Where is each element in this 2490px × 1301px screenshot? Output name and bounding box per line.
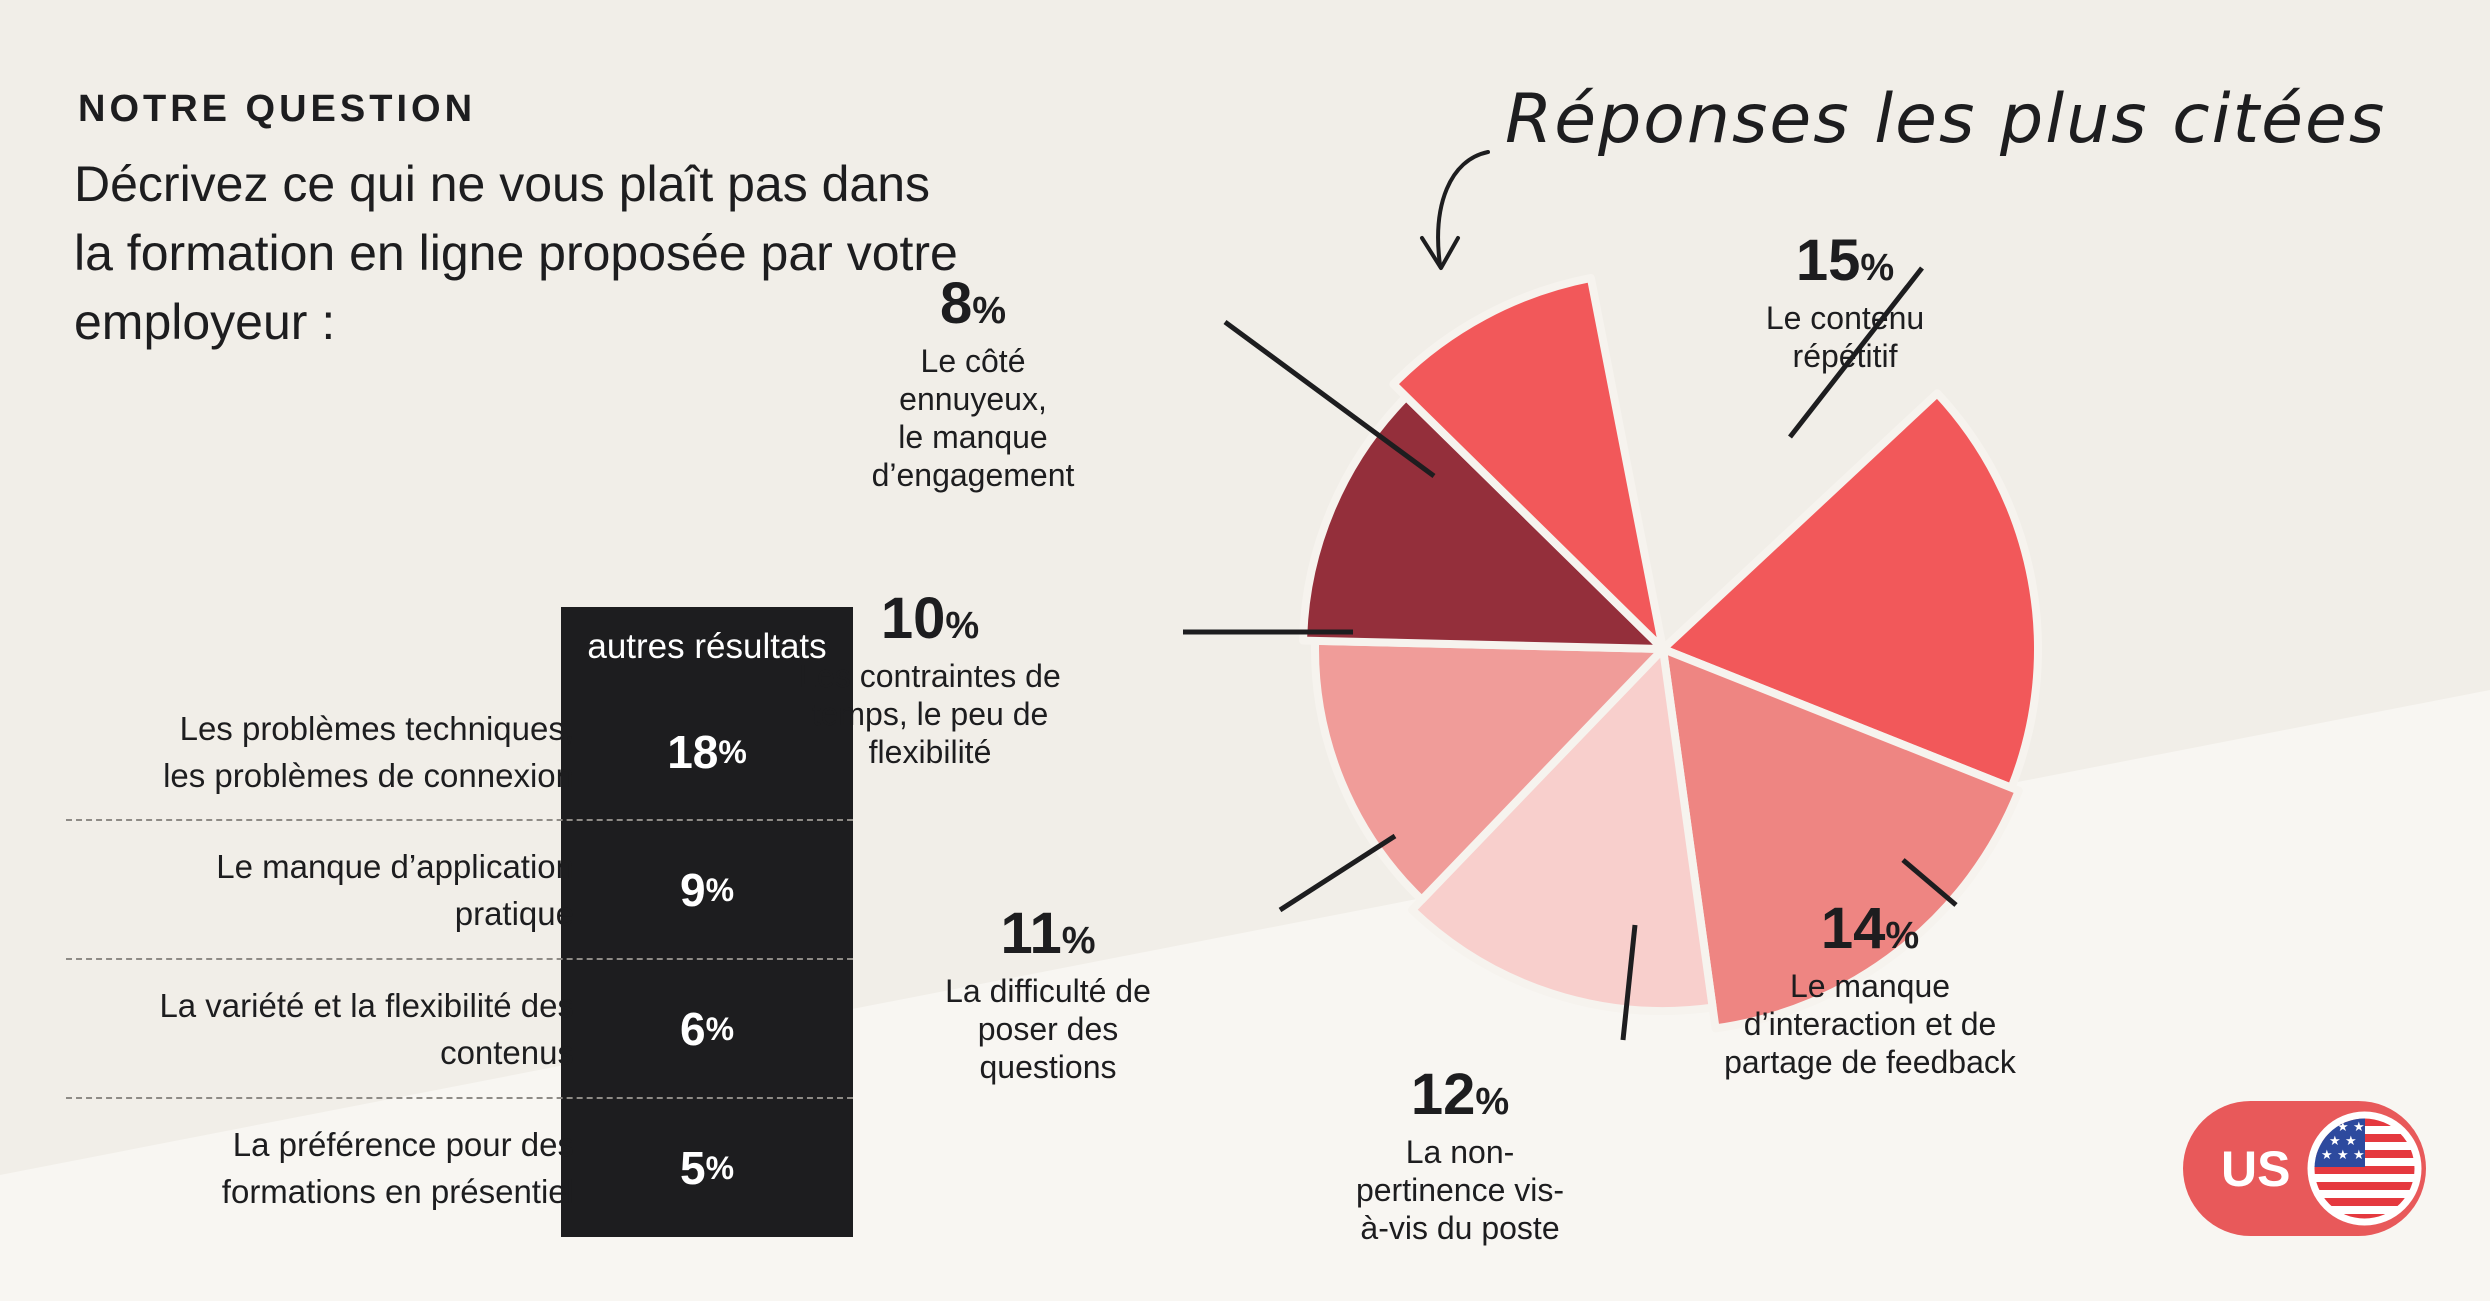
row-value: 9% — [679, 864, 735, 916]
pie-slice — [1659, 389, 2042, 792]
svg-text:★: ★ — [2353, 1148, 2365, 1163]
leader-line — [1788, 266, 1924, 439]
slice-label: Le manque d’interaction et de partage de… — [1724, 968, 2016, 1080]
us-flag-icon: ★★★ ★★ ★★★ — [2307, 1111, 2422, 1226]
row-label: La préférence pour des formations en pré… — [221, 1126, 574, 1210]
row-divider — [66, 819, 853, 821]
pie-slice — [1299, 392, 1667, 653]
slice-value: 10% — [760, 588, 1100, 657]
question-text: Décrivez ce qui ne vous plaît pas dans l… — [74, 156, 958, 350]
section-kicker: NOTRE QUESTION — [78, 88, 477, 130]
slice-value-unit: % — [972, 290, 1007, 332]
country-badge[interactable]: US ★★★ ★★ ★★★ — [2183, 1101, 2426, 1236]
row-label: Les problèmes techniques, les problèmes … — [163, 710, 574, 794]
table-row: La préférence pour des formations en pré… — [66, 1099, 853, 1237]
slice-callout: 14% Le manque d’interaction et de partage… — [1700, 898, 2040, 1081]
leader-line — [1278, 833, 1397, 913]
slice-value-number: 12 — [1410, 1062, 1476, 1127]
slice-value-unit: % — [1885, 915, 1920, 957]
svg-text:★: ★ — [2329, 1134, 2341, 1149]
row-divider — [66, 1097, 853, 1099]
row-value: 18% — [667, 726, 747, 778]
slice-label: La difficulté de poser des questions — [945, 973, 1151, 1085]
results-header: autres résultats — [587, 627, 827, 666]
slice-value: 15% — [1675, 230, 2015, 299]
row-label: Le manque d’application pratique — [216, 848, 574, 932]
table-row: Le manque d’application pratique 9% — [66, 821, 853, 959]
slice-value-number: 10 — [880, 586, 946, 651]
slice-value: 14% — [1700, 898, 2040, 967]
row-label: La variété et la flexibilité des contenu… — [159, 987, 574, 1071]
table-row: Les problèmes techniques, les problèmes … — [66, 683, 853, 821]
svg-text:★: ★ — [2337, 1148, 2349, 1163]
results-column — [561, 607, 853, 1237]
slice-value-unit: % — [945, 605, 980, 647]
slice-value-unit: % — [1860, 247, 1895, 289]
curved-arrow-icon — [1420, 150, 1490, 270]
leader-line — [1223, 319, 1436, 479]
slice-value: 8% — [803, 273, 1143, 342]
row-value: 6% — [679, 1003, 735, 1055]
slice-value-number: 8 — [939, 271, 973, 336]
slice-label: La non- pertinence vis- à-vis du poste — [1355, 1134, 1565, 1246]
row-value: 5% — [679, 1142, 735, 1194]
slice-callout: 15% Le contenu répétitif — [1675, 230, 2015, 375]
leader-line — [1620, 924, 1638, 1041]
svg-text:★: ★ — [2321, 1148, 2333, 1163]
table-row: La variété et la flexibilité des contenu… — [66, 960, 853, 1098]
pie-slice — [1389, 273, 1667, 653]
leader-line — [1901, 858, 1958, 907]
slice-value: 12% — [1290, 1064, 1630, 1133]
slice-value-number: 14 — [1820, 896, 1886, 961]
slice-label: Les contraintes de temps, le peu de flex… — [799, 658, 1061, 770]
svg-text:★: ★ — [2345, 1134, 2357, 1149]
slice-value-number: 11 — [1000, 901, 1062, 966]
slice-callout: 8% Le côté ennuyeux, le manque d’engageme… — [803, 273, 1143, 494]
slice-callout: 11% La difficulté de poser des questions — [878, 903, 1218, 1086]
slice-value: 11% — [878, 903, 1218, 972]
slice-label: Le côté ennuyeux, le manque d’engagement — [871, 343, 1075, 493]
pie-slice — [1408, 645, 1717, 1015]
country-code: US — [2221, 1140, 2291, 1197]
slice-callout: 12% La non- pertinence vis- à-vis du post… — [1290, 1064, 1630, 1247]
slice-value-number: 15 — [1795, 228, 1861, 293]
slice-callout: 10% Les contraintes de temps, le peu de f… — [760, 588, 1100, 771]
slice-label: Le contenu répétitif — [1765, 300, 1925, 374]
slice-value-unit: % — [1061, 920, 1096, 962]
pie-slice — [1311, 636, 1667, 904]
row-divider — [66, 958, 853, 960]
slice-value-unit: % — [1475, 1081, 1510, 1123]
svg-text:★: ★ — [2337, 1120, 2349, 1135]
svg-text:★: ★ — [2353, 1120, 2365, 1135]
chart-title: Réponses les plus citées — [1505, 80, 2387, 159]
pie-slice — [1659, 645, 2023, 1033]
